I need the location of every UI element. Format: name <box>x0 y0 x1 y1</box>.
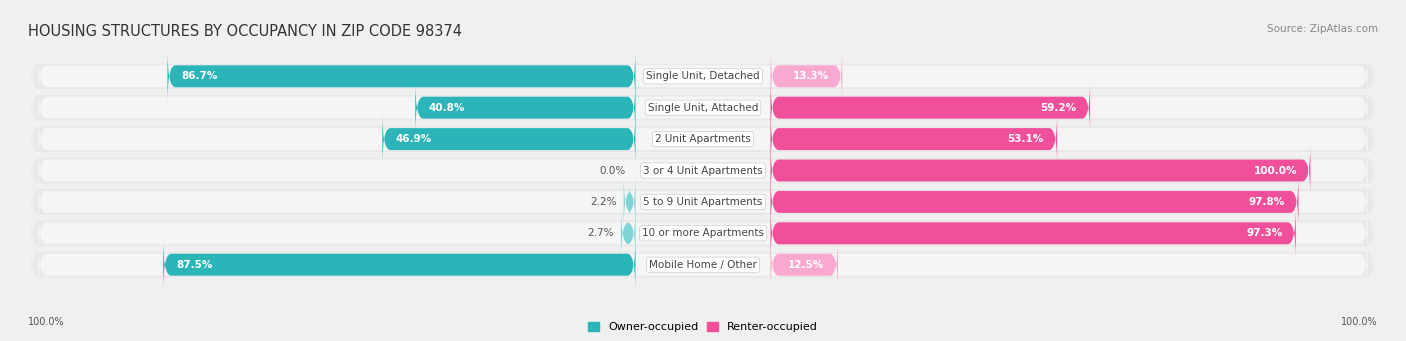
FancyBboxPatch shape <box>38 81 1368 134</box>
Text: Mobile Home / Other: Mobile Home / Other <box>650 260 756 270</box>
Text: HOUSING STRUCTURES BY OCCUPANCY IN ZIP CODE 98374: HOUSING STRUCTURES BY OCCUPANCY IN ZIP C… <box>28 24 463 39</box>
Text: 100.0%: 100.0% <box>1253 165 1296 176</box>
FancyBboxPatch shape <box>770 113 1057 166</box>
Text: 10 or more Apartments: 10 or more Apartments <box>643 228 763 238</box>
Text: 0.0%: 0.0% <box>599 165 626 176</box>
FancyBboxPatch shape <box>770 238 838 292</box>
Text: 40.8%: 40.8% <box>429 103 465 113</box>
FancyBboxPatch shape <box>38 238 1368 292</box>
FancyBboxPatch shape <box>770 175 1299 228</box>
Text: 12.5%: 12.5% <box>789 260 824 270</box>
Text: 2.7%: 2.7% <box>588 228 614 238</box>
FancyBboxPatch shape <box>38 49 1368 103</box>
Text: Source: ZipAtlas.com: Source: ZipAtlas.com <box>1267 24 1378 34</box>
Text: 86.7%: 86.7% <box>181 71 218 81</box>
FancyBboxPatch shape <box>621 207 636 260</box>
FancyBboxPatch shape <box>31 215 1375 252</box>
Text: 2 Unit Apartments: 2 Unit Apartments <box>655 134 751 144</box>
Text: 2.2%: 2.2% <box>591 197 617 207</box>
FancyBboxPatch shape <box>167 49 636 103</box>
Text: 97.3%: 97.3% <box>1246 228 1282 238</box>
FancyBboxPatch shape <box>770 81 1090 134</box>
FancyBboxPatch shape <box>31 89 1375 126</box>
Text: Single Unit, Detached: Single Unit, Detached <box>647 71 759 81</box>
Text: 5 to 9 Unit Apartments: 5 to 9 Unit Apartments <box>644 197 762 207</box>
Text: 53.1%: 53.1% <box>1008 134 1043 144</box>
FancyBboxPatch shape <box>38 175 1368 228</box>
FancyBboxPatch shape <box>31 58 1375 95</box>
Text: Single Unit, Attached: Single Unit, Attached <box>648 103 758 113</box>
Text: 97.8%: 97.8% <box>1249 197 1285 207</box>
FancyBboxPatch shape <box>31 152 1375 189</box>
FancyBboxPatch shape <box>38 207 1368 260</box>
FancyBboxPatch shape <box>31 246 1375 283</box>
Text: 87.5%: 87.5% <box>177 260 212 270</box>
Text: 46.9%: 46.9% <box>396 134 432 144</box>
FancyBboxPatch shape <box>770 207 1296 260</box>
Text: 59.2%: 59.2% <box>1040 103 1077 113</box>
FancyBboxPatch shape <box>415 81 636 134</box>
Text: 100.0%: 100.0% <box>1341 317 1378 327</box>
FancyBboxPatch shape <box>31 183 1375 220</box>
Text: 3 or 4 Unit Apartments: 3 or 4 Unit Apartments <box>643 165 763 176</box>
FancyBboxPatch shape <box>163 238 636 292</box>
Legend: Owner-occupied, Renter-occupied: Owner-occupied, Renter-occupied <box>583 318 823 337</box>
Text: 13.3%: 13.3% <box>793 71 828 81</box>
FancyBboxPatch shape <box>38 144 1368 197</box>
FancyBboxPatch shape <box>770 49 842 103</box>
FancyBboxPatch shape <box>624 175 636 228</box>
FancyBboxPatch shape <box>770 144 1310 197</box>
FancyBboxPatch shape <box>31 121 1375 158</box>
Text: 100.0%: 100.0% <box>28 317 65 327</box>
FancyBboxPatch shape <box>38 113 1368 166</box>
FancyBboxPatch shape <box>382 113 636 166</box>
